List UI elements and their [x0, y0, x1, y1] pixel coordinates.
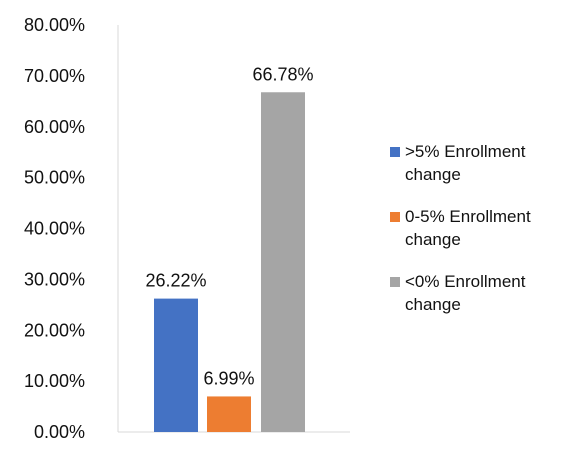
- y-tick-label: 40.00%: [24, 219, 85, 239]
- y-tick-label: 0.00%: [34, 422, 85, 442]
- y-tick-label: 10.00%: [24, 371, 85, 391]
- legend: >5% Enrollment change 0-5% Enrollment ch…: [390, 140, 570, 335]
- legend-swatch: [390, 277, 400, 287]
- legend-swatch: [390, 147, 400, 157]
- y-tick-label: 20.00%: [24, 320, 85, 340]
- bar: [207, 396, 251, 432]
- y-tick-label: 70.00%: [24, 66, 85, 86]
- bar: [154, 298, 198, 432]
- legend-item-0-5: 0-5% Enrollment change: [390, 205, 570, 251]
- y-tick-label: 60.00%: [24, 117, 85, 137]
- legend-label: >5% Enrollment change: [405, 142, 526, 184]
- y-tick-label: 30.00%: [24, 269, 85, 289]
- legend-item-above-5: >5% Enrollment change: [390, 140, 570, 186]
- data-label: 66.78%: [252, 64, 313, 84]
- y-tick-label: 80.00%: [24, 15, 85, 35]
- legend-label: 0-5% Enrollment change: [405, 207, 531, 249]
- legend-label: <0% Enrollment change: [405, 272, 526, 314]
- y-axis-ticks: 0.00% 10.00% 20.00% 30.00% 40.00% 50.00% 60.00…: [24, 15, 85, 442]
- data-labels: 26.22% 6.99% 66.78%: [145, 64, 313, 388]
- bar: [261, 92, 305, 433]
- legend-item-below-0: <0% Enrollment change: [390, 270, 570, 316]
- data-label: 26.22%: [145, 271, 206, 291]
- legend-swatch: [390, 212, 400, 222]
- y-tick-label: 50.00%: [24, 168, 85, 188]
- data-label: 6.99%: [203, 368, 254, 388]
- bars: [154, 92, 305, 433]
